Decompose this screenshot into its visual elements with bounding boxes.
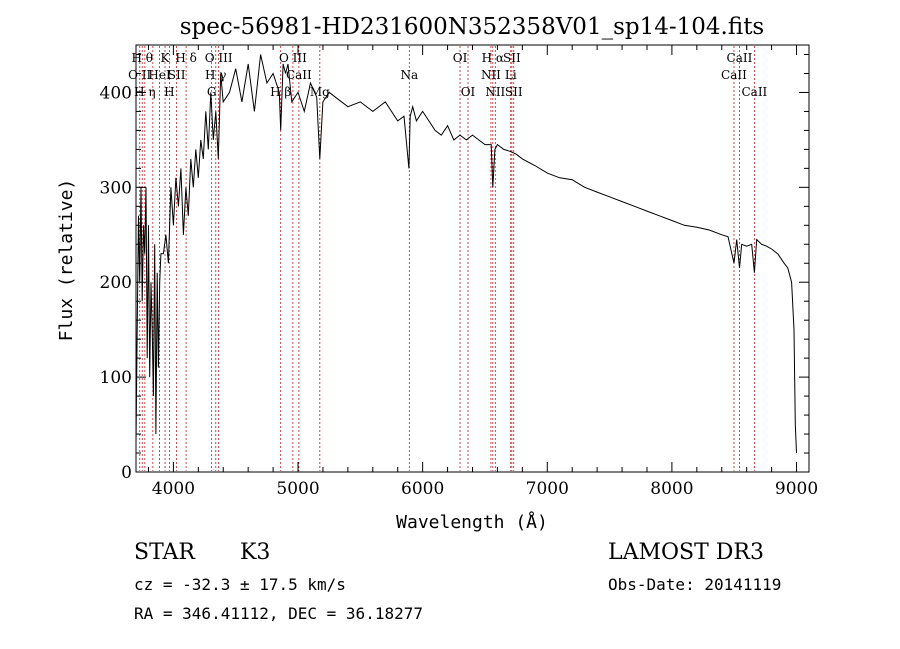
annotation-label: NII: [485, 85, 505, 99]
annotation-label: OI: [453, 51, 468, 65]
object-class: STAR: [134, 540, 195, 565]
annotation-label: G: [207, 85, 217, 99]
x-tick-label: 8000: [650, 479, 693, 499]
y-axis-ticks: 0 100 200 300 400: [100, 53, 809, 483]
annotation-label: K: [161, 51, 171, 65]
annotation-label: H γ: [205, 68, 226, 82]
annotation-label: Li: [505, 68, 517, 82]
annotation-labels: O II H θ H η HeI K H SII H δ G H γ O III H β O III Ca…: [128, 51, 767, 99]
annotation-label: SII: [503, 51, 521, 65]
annotation-label: H δ: [175, 51, 197, 65]
y-tick-label: 400: [100, 83, 132, 103]
observation-date: Obs-Date: 20141119: [608, 575, 782, 594]
x-tick-label: 7000: [526, 479, 569, 499]
redshift-readout: cz = -32.3 ± 17.5 km/s: [134, 575, 346, 594]
annotation-label: H α: [482, 51, 504, 65]
annotation-label: NII: [481, 68, 501, 82]
annotation-label: Na: [400, 68, 418, 82]
annotation-label: CaII: [741, 85, 767, 99]
x-tick-label: 5000: [276, 479, 319, 499]
y-axis-label: Flux (relative): [56, 179, 77, 342]
annotation-label: H η: [134, 85, 155, 99]
y-tick-label: 100: [100, 368, 132, 388]
annotation-label: HeI: [148, 68, 171, 82]
annotation-label: CaII: [286, 68, 312, 82]
y-tick-label: 0: [121, 463, 132, 483]
coordinates-readout: RA = 346.41112, DEC = 36.18277: [134, 604, 423, 623]
annotation-label: O III: [279, 51, 307, 65]
annotation-label: SII: [505, 85, 523, 99]
annotation-label: OI: [461, 85, 476, 99]
x-tick-label: 4000: [152, 479, 195, 499]
annotation-label: H θ: [131, 51, 153, 65]
x-axis-ticks: 4000 5000 6000 7000 8000 9000: [147, 45, 818, 499]
annotation-label: SII: [168, 68, 186, 82]
annotation-label: CaII: [727, 51, 753, 65]
x-tick-label: 6000: [401, 479, 444, 499]
survey-name: LAMOST DR3: [608, 540, 764, 565]
x-axis-label: Wavelength (Å): [396, 511, 548, 533]
annotation-label: H β: [270, 85, 291, 99]
annotation-label: Mg: [310, 85, 330, 99]
y-tick-label: 300: [100, 178, 132, 198]
x-tick-label: 9000: [775, 479, 818, 499]
object-subclass: K3: [240, 540, 271, 565]
annotation-label: O II: [128, 68, 151, 82]
plot-frame: [135, 44, 810, 473]
chart-title: spec-56981-HD231600N352358V01_sp14-104.f…: [180, 14, 765, 40]
annotation-lines: [139, 46, 755, 471]
annotation-label: H: [164, 85, 174, 99]
annotation-label: CaII: [721, 68, 747, 82]
spectrum-line: [135, 54, 797, 454]
annotation-label: O III: [205, 51, 233, 65]
y-tick-label: 200: [100, 273, 132, 293]
